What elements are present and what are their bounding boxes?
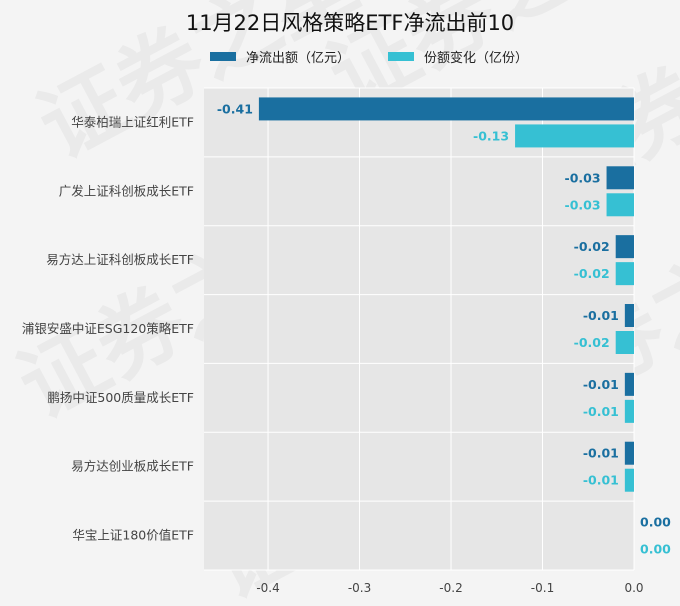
bar xyxy=(606,193,634,217)
category-label: 华泰柏瑞上证红利ETF xyxy=(71,114,194,129)
x-tick-label: -0.4 xyxy=(256,581,279,595)
bar xyxy=(624,441,634,465)
chart-title: 11月22日风格策略ETF净流出前10 xyxy=(186,11,514,35)
category-label: 广发上证科创板成长ETF xyxy=(59,183,194,198)
value-label: -0.02 xyxy=(574,335,610,350)
legend-label: 份额变化（亿份） xyxy=(424,50,528,66)
value-label: -0.01 xyxy=(583,377,619,392)
x-tick-label: 0.0 xyxy=(624,581,643,595)
x-tick-label: -0.1 xyxy=(531,581,554,595)
bar xyxy=(515,124,634,148)
value-label: -0.01 xyxy=(583,404,619,419)
bar xyxy=(624,399,634,423)
value-label: -0.41 xyxy=(217,101,253,116)
value-label: 0.00 xyxy=(640,542,671,557)
value-label: -0.01 xyxy=(583,473,619,488)
x-tick-label: -0.2 xyxy=(439,581,462,595)
bars xyxy=(258,97,634,492)
legend-swatch xyxy=(388,52,414,61)
value-label: -0.13 xyxy=(473,128,509,143)
legend-swatch xyxy=(210,52,236,61)
bar xyxy=(624,468,634,492)
category-label: 鹏扬中证500质量成长ETF xyxy=(47,390,194,405)
bar xyxy=(258,97,634,121)
value-label: -0.01 xyxy=(583,446,619,461)
category-label: 华宝上证180价值ETF xyxy=(72,528,194,543)
x-axis-ticks: -0.4 -0.3 -0.2 -0.1 0.0 xyxy=(256,581,643,595)
value-label: -0.03 xyxy=(565,170,601,185)
bar xyxy=(615,262,634,286)
category-label: 易方达创业板成长ETF xyxy=(71,459,194,474)
value-label: -0.01 xyxy=(583,308,619,323)
category-labels: 华泰柏瑞上证红利ETF 广发上证科创板成长ETF 易方达上证科创板成长ETF 浦银安盛… xyxy=(22,114,194,542)
value-labels: -0.41 -0.13 -0.03 -0.03 -0.02 -0.02 -0.01 -0.02… xyxy=(217,101,671,556)
plot-background xyxy=(204,88,634,570)
category-label: 易方达上证科创板成长ETF xyxy=(46,252,194,267)
legend: 净流出额（亿元） 份额变化（亿份） xyxy=(210,50,528,66)
bar xyxy=(606,166,634,190)
bar xyxy=(624,372,634,396)
value-label: -0.03 xyxy=(565,197,601,212)
bar xyxy=(615,235,634,259)
value-label: 0.00 xyxy=(640,515,671,530)
category-label: 浦银安盛中证ESG120策略ETF xyxy=(22,321,194,336)
grid-lines xyxy=(204,87,635,571)
x-tick-label: -0.3 xyxy=(348,581,371,595)
value-label: -0.02 xyxy=(574,266,610,281)
bar xyxy=(624,304,634,327)
value-label: -0.02 xyxy=(574,239,610,254)
legend-label: 净流出额（亿元） xyxy=(246,51,350,66)
bar xyxy=(615,331,634,354)
